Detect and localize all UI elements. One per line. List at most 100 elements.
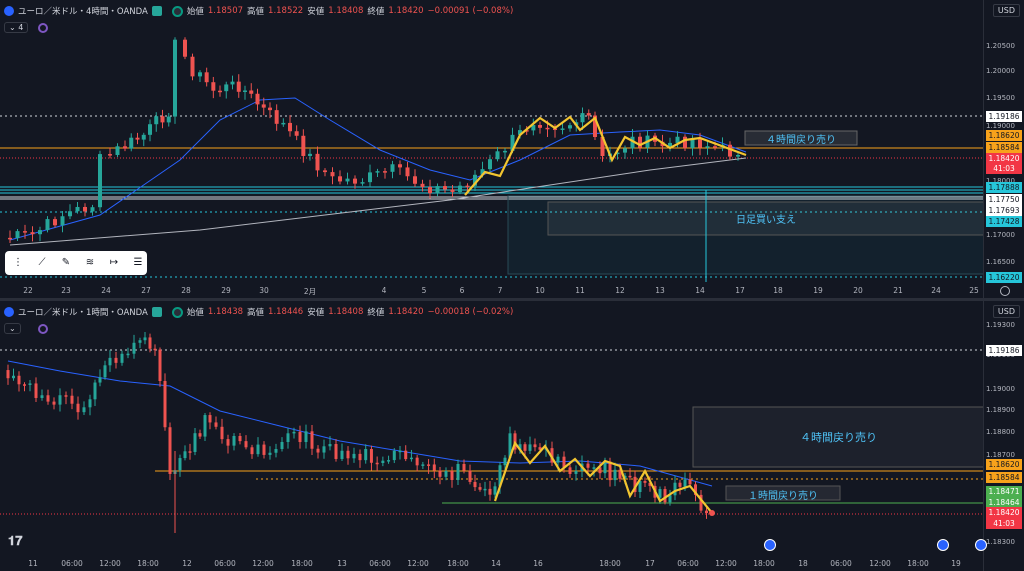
currency-button[interactable]: USD (992, 305, 1020, 318)
candles-4h[interactable] (0, 0, 984, 298)
candle-body (503, 457, 507, 466)
price-label: 1.19186 (986, 111, 1022, 122)
candle-body (523, 444, 527, 451)
candle-body (458, 185, 462, 192)
indicator-icon[interactable] (38, 324, 48, 334)
candle-body (633, 476, 637, 493)
candle-body (360, 182, 365, 184)
time-tick: 11 (575, 286, 585, 295)
candle-body (114, 357, 118, 363)
event-flag-icon[interactable] (764, 539, 776, 551)
candle-body (435, 186, 440, 194)
currency-button[interactable]: USD (992, 4, 1020, 17)
price-label: 1.18471 (986, 486, 1022, 497)
chart-area-4h[interactable] (0, 0, 984, 298)
horizontal-lines-icon[interactable]: ☰ (133, 257, 143, 268)
time-axis-1h[interactable]: 11 06:00 12:00 18:00 12 06:00 12:00 18:00 13 06:0… (0, 557, 984, 571)
candle-body (30, 232, 35, 235)
indicator-icon[interactable] (38, 23, 48, 33)
candle-body (301, 135, 306, 156)
pen-icon[interactable]: ✎ (61, 257, 71, 268)
candle-body (586, 463, 590, 468)
candle-body (141, 134, 146, 140)
tradingview-logo[interactable]: 𝟏𝟕 (8, 534, 23, 549)
indicator-toggle[interactable]: ⌄ 4 (4, 22, 29, 33)
candle-body (568, 467, 572, 474)
candle-body (148, 337, 152, 349)
candle-body (214, 422, 218, 427)
candle-body (483, 488, 487, 491)
candle-body (64, 395, 68, 397)
candle-body (510, 134, 515, 151)
candle-body (375, 171, 380, 173)
time-tick: 19 (813, 286, 823, 295)
chart-pane-4h[interactable]: ユーロ／米ドル・4時間・OANDA 始値 1.18507 高値 1.18522 安値… (0, 0, 1024, 298)
drag-handle-icon[interactable]: ⋮ (13, 257, 23, 268)
candle-body (232, 435, 236, 446)
candle-body (93, 382, 97, 400)
candle-body (83, 206, 87, 212)
candle-body (603, 461, 607, 474)
indicator-toggle[interactable]: ⌄ (4, 323, 21, 334)
candle-body (618, 469, 622, 479)
candle-body (450, 189, 455, 192)
symbol-title[interactable]: ユーロ／米ドル・4時間・OANDA (18, 7, 148, 17)
candle-body (268, 452, 272, 455)
time-tick: 18:00 (137, 559, 159, 568)
price-tick: 1.17000 (986, 231, 1015, 239)
candle-body (615, 152, 620, 155)
candle-body (432, 464, 436, 471)
fib-icon[interactable]: ≋ (85, 257, 95, 268)
time-tick: 20 (853, 286, 863, 295)
candles-1h[interactable] (0, 301, 984, 571)
price-label: 1.16220 (986, 272, 1022, 283)
moving-average-200 (9, 157, 747, 246)
candle-body (705, 146, 710, 148)
change-value: −0.00091 (−0.08%) (427, 6, 514, 16)
candle-body (334, 444, 338, 459)
time-tick: 17 (645, 559, 655, 568)
candle-body (488, 159, 492, 170)
price-label: 1.18620 (986, 459, 1022, 470)
candle-body (323, 170, 327, 173)
chart-area-1h[interactable] (0, 301, 984, 571)
candle-body (538, 125, 542, 128)
candle-body (538, 447, 542, 450)
candle-body (103, 365, 107, 378)
symbol-title[interactable]: ユーロ／米ドル・1時間・OANDA (18, 308, 148, 318)
price-tick: 1.18800 (986, 428, 1015, 436)
candle-body (40, 395, 44, 398)
time-axis-4h[interactable]: 22 23 24 27 28 29 30 2月 4 5 6 7 10 11 12 13 14 17 18 19 20 21… (0, 284, 984, 298)
time-tick: 21 (893, 286, 903, 295)
price-axis-1h[interactable]: USD 1.193001.191001.190001.189001.188001… (983, 301, 1024, 571)
event-flag-icon[interactable] (975, 539, 987, 551)
candle-body (600, 137, 605, 157)
candle-body (322, 446, 326, 453)
trend-line-icon[interactable]: ⟋ (38, 257, 46, 268)
pane-separator[interactable] (0, 298, 1024, 301)
price-axis-4h[interactable]: USD 1.20500 1.20000 1.19500 1.19000 1.18000 1… (983, 0, 1024, 298)
candle-body (8, 237, 12, 240)
candle-body (262, 444, 266, 455)
price-tick: 1.18900 (986, 406, 1015, 414)
time-tick: 06:00 (677, 559, 699, 568)
status-dot-icon (171, 306, 183, 318)
candle-body (244, 441, 248, 448)
price-tick: 1.19500 (986, 94, 1015, 102)
time-tick: 24 (931, 286, 941, 295)
candle-body (648, 482, 652, 486)
candle-body (713, 146, 717, 148)
candle-body (405, 167, 410, 177)
candle-body (438, 470, 442, 477)
price-label: 1.18420 (986, 507, 1022, 518)
horizontal-ray-icon[interactable]: ↦ (109, 257, 119, 268)
candle-body (173, 39, 177, 117)
price-tick: 1.18300 (986, 538, 1015, 546)
candle-body (153, 348, 157, 351)
candle-body (236, 81, 241, 92)
event-flag-icon[interactable] (937, 539, 949, 551)
price-tick: 1.18700 (986, 451, 1015, 459)
candle-body (353, 178, 357, 184)
chart-pane-1h[interactable]: ユーロ／米ドル・1時間・OANDA 始値 1.18438 高値 1.18446 安値… (0, 301, 1024, 571)
gear-icon[interactable] (1000, 286, 1010, 296)
